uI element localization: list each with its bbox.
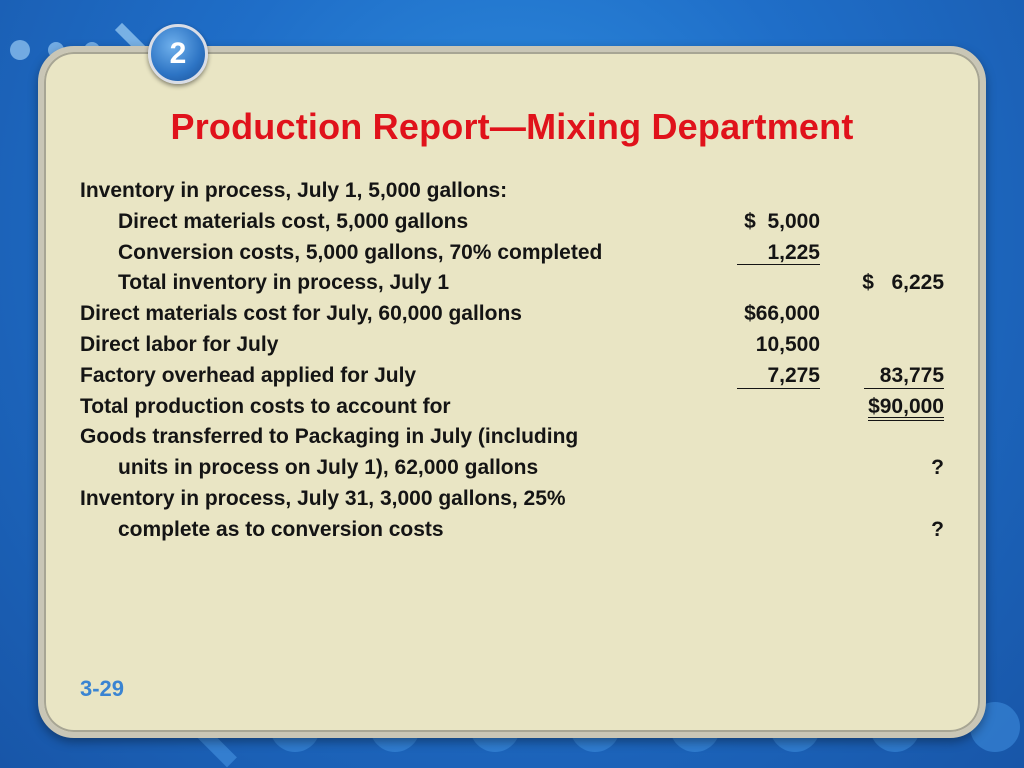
row-label: Inventory in process, July 31, 3,000 gal… [80, 486, 566, 510]
slide-title: Production Report—Mixing Department [170, 106, 854, 147]
content-panel [38, 46, 986, 738]
amount-cell: 10,500 [755, 332, 820, 356]
total-cell: ? [931, 517, 944, 541]
total-cell: $ 6,225 [862, 271, 944, 295]
amount-cell: 1,225 [737, 238, 820, 269]
report-row: Inventory in process, July 31, 3,000 gal… [80, 484, 946, 515]
report-row: Conversion costs, 5,000 gallons, 70% com… [80, 238, 946, 269]
row-label: Goods transferred to Packaging in July (… [80, 425, 579, 449]
total-cell: ? [931, 456, 944, 480]
report-row: Factory overhead applied for July 7,275 … [80, 361, 946, 392]
amount-cell: $ 5,000 [744, 209, 820, 233]
total-cell: 83,775 [863, 361, 945, 392]
page-number: 3-29 [80, 676, 125, 701]
report-row: Direct materials cost, 5,000 gallons $ 5… [80, 207, 946, 238]
row-label: Direct materials cost, 5,000 gallons [118, 209, 469, 233]
production-report: Inventory in process, July 1, 5,000 gall… [80, 176, 946, 546]
report-row: complete as to conversion costs ? [80, 515, 946, 546]
row-label: Direct labor for July [80, 332, 279, 356]
amount-cell: $66,000 [744, 302, 820, 326]
row-label: units in process on July 1), 62,000 gall… [118, 456, 539, 480]
report-row: Total inventory in process, July 1 $ 6,2… [80, 268, 946, 299]
double-underlined-total: $90,000 [868, 392, 944, 423]
row-label: Conversion costs, 5,000 gallons, 70% com… [118, 240, 603, 264]
underlined-amount: 7,275 [737, 361, 820, 392]
report-row: Direct labor for July 10,500 [80, 330, 946, 361]
row-label: Factory overhead applied for July [80, 363, 417, 387]
amount-cell: 7,275 [737, 361, 820, 392]
underlined-total: 83,775 [863, 361, 945, 392]
report-row: Goods transferred to Packaging in July (… [80, 422, 946, 453]
report-row: Inventory in process, July 1, 5,000 gall… [80, 176, 946, 207]
decor-dot [10, 40, 30, 60]
slide-number-badge: 2 [148, 24, 208, 84]
row-label: Total inventory in process, July 1 [118, 271, 450, 295]
row-label: Inventory in process, July 1, 5,000 gall… [80, 179, 508, 202]
report-row: Direct materials cost for July, 60,000 g… [80, 299, 946, 330]
row-label: Total production costs to account for [80, 394, 451, 418]
row-label: complete as to conversion costs [118, 517, 444, 541]
underlined-amount: 1,225 [737, 238, 820, 269]
total-cell: $90,000 [868, 392, 944, 423]
report-row: Total production costs to account for $9… [80, 392, 946, 423]
report-row: units in process on July 1), 62,000 gall… [80, 453, 946, 484]
row-label: Direct materials cost for July, 60,000 g… [80, 302, 522, 326]
